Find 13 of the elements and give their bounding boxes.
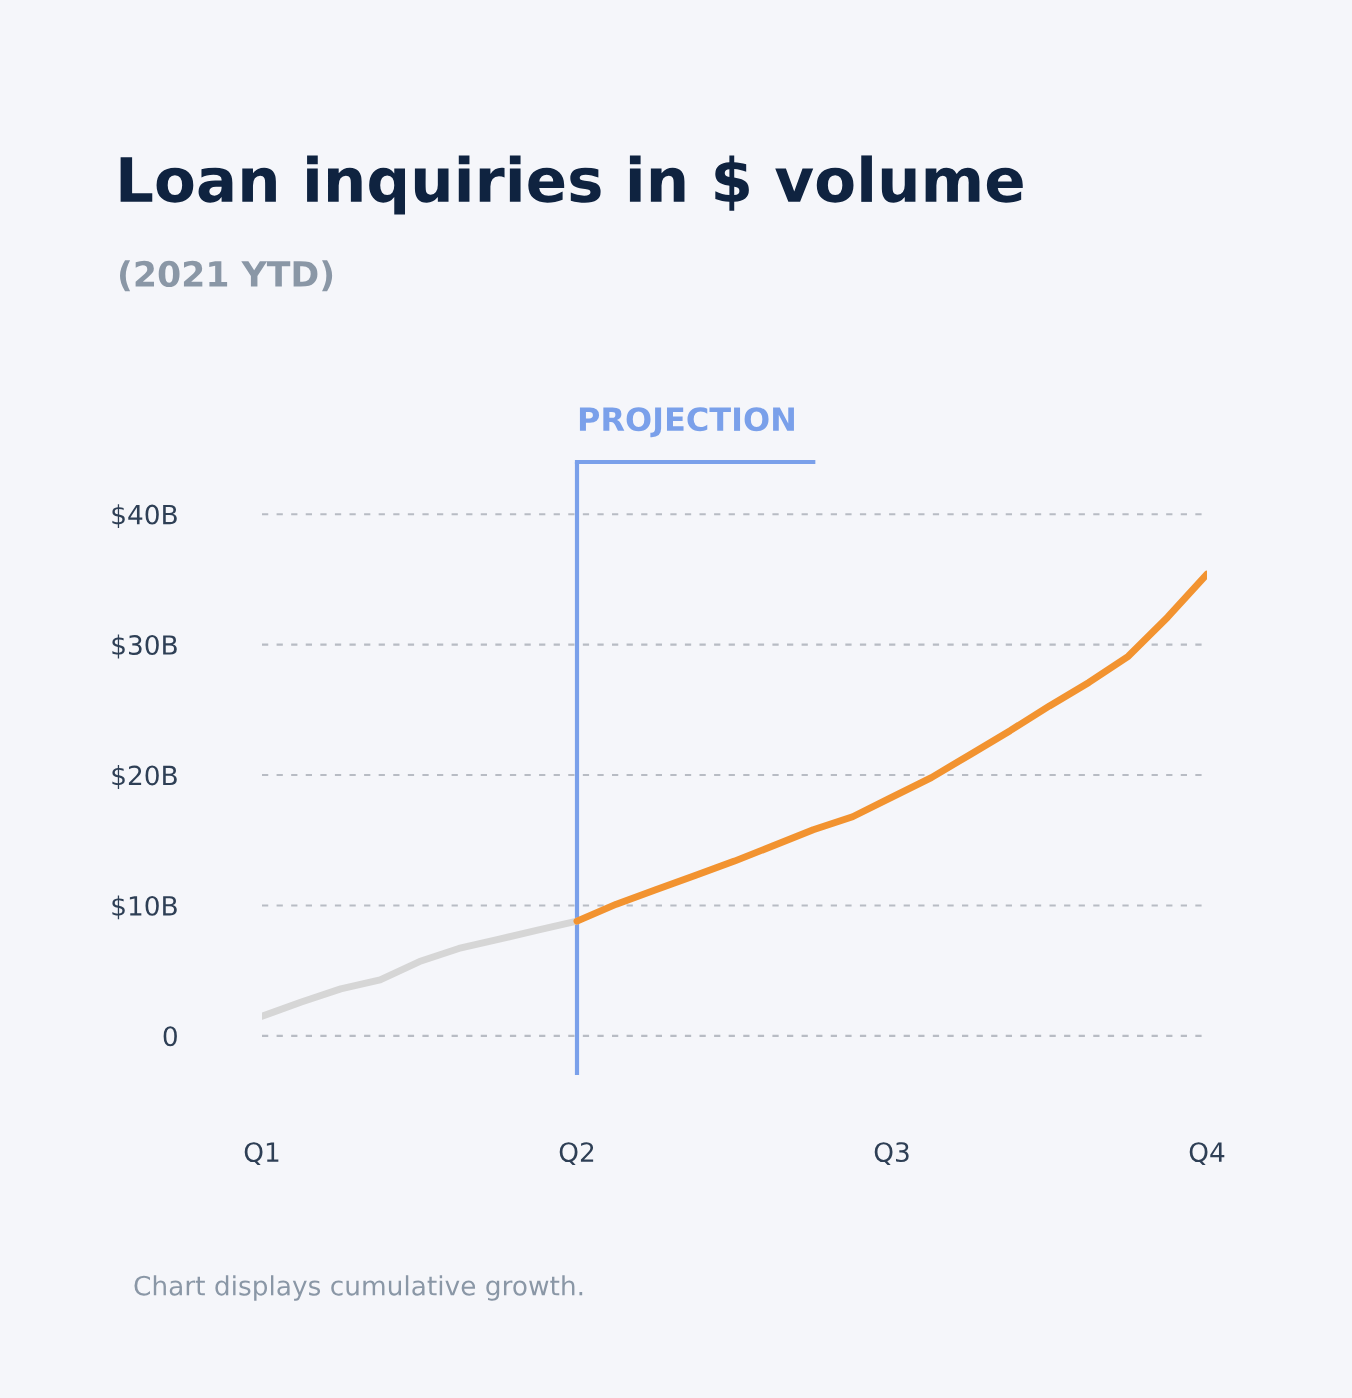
y-tick-label: $30B (112, 634, 177, 659)
chart-subtitle: (2021 YTD) (119, 260, 333, 292)
y-tick-label: 0 (163, 1026, 177, 1047)
ref-line-label: PROJECTION (579, 407, 794, 438)
chart-title: Loan inquiries in $ volume (120, 155, 1023, 215)
text: Chart displays cumulative growth. (134, 1275, 583, 1301)
y-tick-label: $10B (112, 895, 177, 920)
x-tick-label: Q3 (874, 1142, 909, 1166)
x-tick-label: Q2 (559, 1142, 594, 1166)
x-tick-label: Q4 (1189, 1142, 1225, 1166)
x-tick-label: Q1 (244, 1142, 279, 1166)
y-tick-label: $40B (112, 504, 177, 529)
y-tick-label: $20B (112, 765, 177, 789)
